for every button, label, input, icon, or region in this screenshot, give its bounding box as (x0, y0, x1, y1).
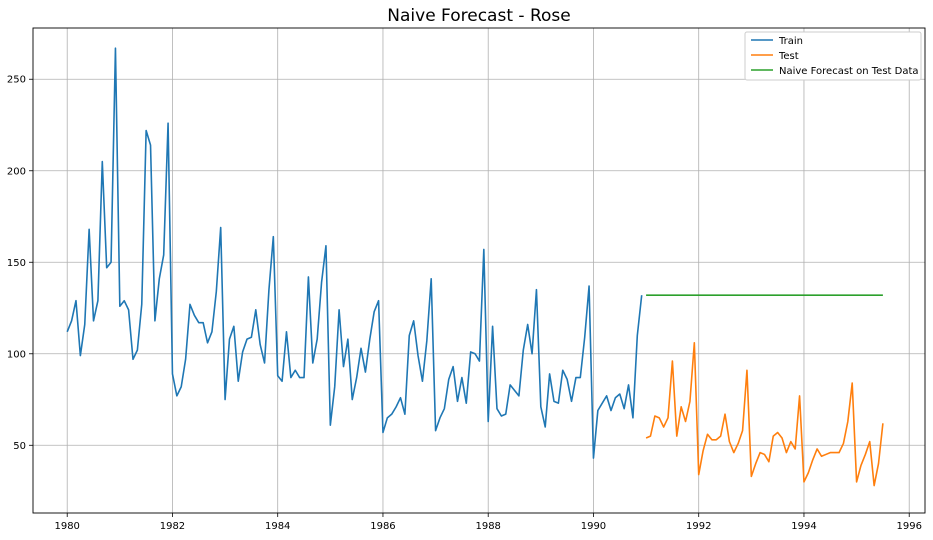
x-tick-label: 1986 (370, 521, 395, 532)
axis-ticks: 1980 1982 1984 1986 1988 1990 1992 1994 1996 50 10… (7, 75, 922, 532)
legend-label-naive-forecast: Naive Forecast on Test Data (779, 66, 919, 77)
legend-label-test: Test (778, 51, 799, 62)
legend-box (744, 31, 922, 81)
y-tick-label: 50 (13, 441, 26, 452)
y-tick-label: 150 (7, 258, 26, 269)
chart-title: Naive Forecast - Rose (387, 6, 570, 26)
y-tick-label: 100 (7, 349, 26, 360)
series-line-test (645, 341, 884, 487)
legend: Train Test Naive Forecast on Test Data (744, 31, 922, 81)
y-tick-label: 200 (7, 166, 26, 177)
series-line-train (66, 47, 643, 459)
x-tick-label: 1982 (160, 521, 185, 532)
x-tick-label: 1990 (581, 521, 606, 532)
plot-area-frame (32, 27, 926, 514)
legend-label-train: Train (778, 36, 803, 47)
x-tick-label: 1996 (896, 521, 921, 532)
x-tick-label: 1984 (265, 521, 290, 532)
x-tick-label: 1980 (54, 521, 79, 532)
x-tick-label: 1992 (686, 521, 711, 532)
y-tick-label: 250 (7, 75, 26, 86)
x-tick-label: 1994 (791, 521, 816, 532)
series-lines (66, 47, 884, 487)
x-tick-label: 1988 (475, 521, 500, 532)
